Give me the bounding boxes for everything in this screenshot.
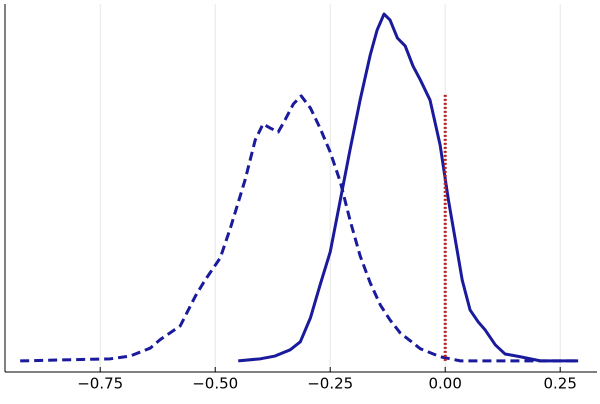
density-line: [20, 94, 579, 363]
x-tick-label: 0.25: [543, 375, 576, 393]
density-line: [238, 12, 579, 363]
x-tick-label: −0.25: [307, 375, 353, 393]
x-tick-label: −0.50: [192, 375, 238, 393]
x-tick-label: 0.00: [429, 375, 462, 393]
x-tick-label: −0.75: [77, 375, 123, 393]
